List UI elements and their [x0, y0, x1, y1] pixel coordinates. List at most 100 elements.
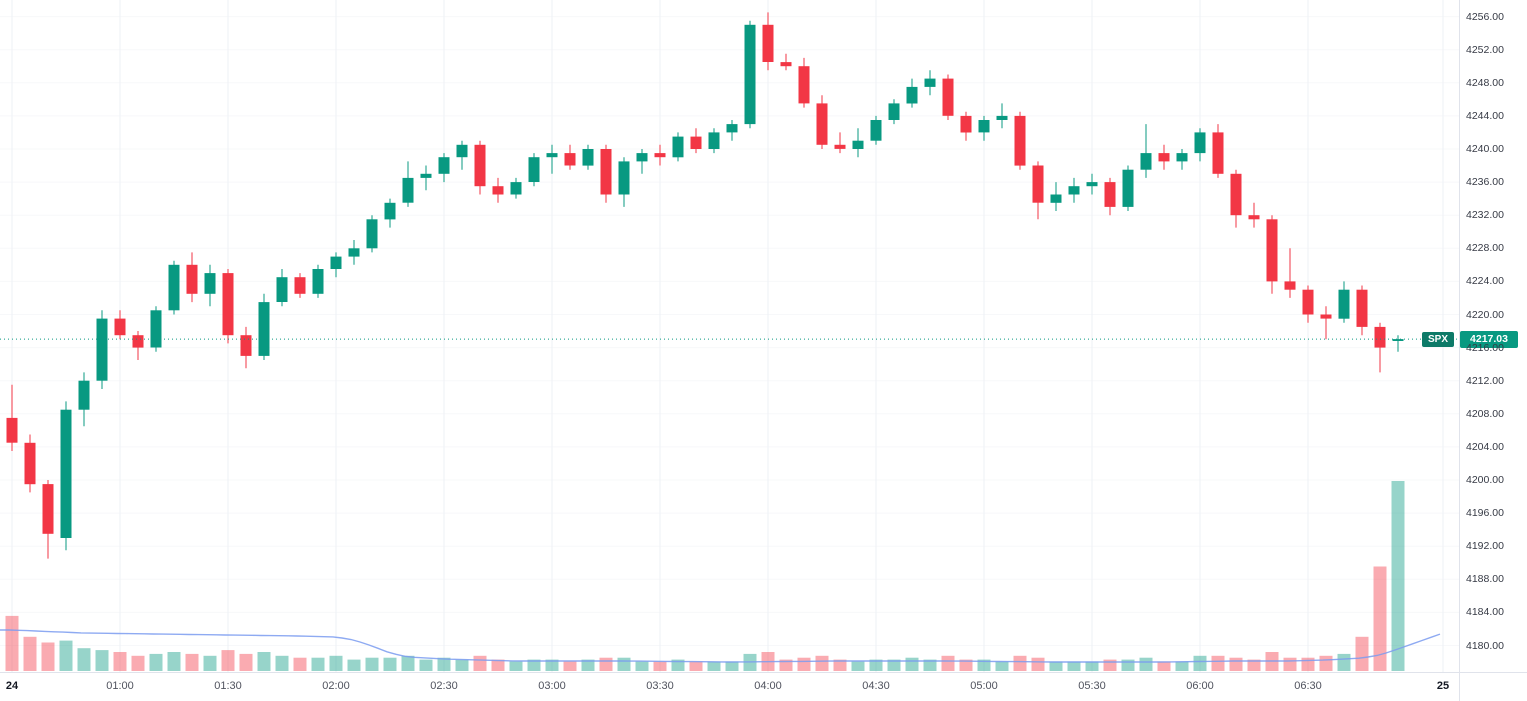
volume-bar: [1211, 655, 1225, 671]
volume-bar: [149, 653, 163, 671]
volume-bar: [905, 657, 919, 671]
candle: [780, 62, 792, 67]
candle: [528, 157, 540, 182]
candle: [582, 149, 594, 166]
volume-bar: [563, 661, 577, 671]
volume-bar: [473, 655, 487, 671]
volume-bar: [959, 659, 973, 671]
candle: [1140, 153, 1152, 170]
candle: [1248, 215, 1260, 220]
candle: [924, 78, 936, 87]
symbol-label: SPX: [1428, 333, 1449, 345]
candle: [186, 264, 198, 294]
price-tick-label: 4184.00: [1466, 606, 1504, 619]
candle: [564, 153, 576, 166]
price-tick-label: 4248.00: [1466, 76, 1504, 89]
volume-bar: [455, 659, 469, 671]
price-tick-label: 4212.00: [1466, 374, 1504, 387]
volume-bar: [347, 659, 361, 671]
candle: [78, 380, 90, 410]
volume-bar: [1247, 659, 1261, 671]
candle: [798, 66, 810, 104]
candle: [1320, 314, 1332, 319]
candle: [24, 442, 36, 485]
volume-bar: [1193, 655, 1207, 671]
price-tick-label: 4224.00: [1466, 275, 1504, 288]
candle: [168, 264, 180, 311]
volume-bar: [527, 659, 541, 671]
price-tick-label: 4232.00: [1466, 209, 1504, 222]
candle: [384, 202, 396, 220]
candle: [888, 103, 900, 120]
candlestick-chart[interactable]: [0, 0, 1459, 672]
candle: [258, 302, 270, 356]
time-tick-label: 05:00: [970, 680, 998, 692]
volume-bar: [1139, 657, 1153, 671]
volume-bar: [167, 652, 181, 671]
candle: [978, 120, 990, 133]
volume-bar: [815, 655, 829, 671]
volume-bar: [1013, 655, 1027, 671]
volume-bar: [1337, 653, 1351, 671]
volume-bar: [437, 657, 451, 671]
volume-bar: [689, 661, 703, 671]
price-tick-label: 4244.00: [1466, 109, 1504, 122]
candle: [150, 310, 162, 348]
candle: [1374, 326, 1386, 348]
volume-bar: [653, 661, 667, 671]
volume-bar: [797, 657, 811, 671]
time-tick-label: 05:30: [1078, 680, 1106, 692]
volume-bar: [113, 652, 127, 671]
volume-bar: [1049, 661, 1063, 671]
volume-bar: [923, 659, 937, 671]
volume-bar: [995, 661, 1009, 671]
candle: [1212, 132, 1224, 174]
candle: [348, 248, 360, 257]
time-tick-label: 02:30: [430, 680, 458, 692]
price-tick-label: 4196.00: [1466, 507, 1504, 520]
price-tick-label: 4216.00: [1466, 341, 1504, 354]
volume-bar: [1085, 661, 1099, 671]
candle: [1194, 132, 1206, 154]
volume-bar: [275, 655, 289, 671]
candle: [1284, 281, 1296, 290]
candle: [906, 86, 918, 104]
candle: [420, 173, 432, 178]
price-tick-label: 4252.00: [1466, 43, 1504, 56]
time-tick-label: 02:00: [322, 680, 350, 692]
volume-bar: [833, 659, 847, 671]
volume-bar: [1031, 657, 1045, 671]
candle: [996, 115, 1008, 120]
candle: [132, 335, 144, 348]
candle: [618, 161, 630, 195]
volume-bar: [131, 655, 145, 671]
volume-bar: [869, 659, 883, 671]
candle: [762, 24, 774, 62]
volume-bar: [509, 661, 523, 671]
candle: [402, 177, 414, 203]
candle: [60, 409, 72, 538]
candle: [672, 136, 684, 158]
candle: [42, 484, 54, 534]
price-tick-label: 4236.00: [1466, 176, 1504, 189]
price-chart-pane[interactable]: SPX: [0, 0, 1459, 672]
price-tick-label: 4200.00: [1466, 474, 1504, 486]
volume-bar: [77, 648, 91, 671]
volume-bar: [1157, 661, 1171, 671]
time-tick-label: 01:30: [214, 680, 242, 692]
volume-bar: [203, 655, 217, 671]
candle: [1338, 289, 1350, 319]
volume-bar: [59, 640, 73, 671]
price-axis[interactable]: 4217.03 4256.00 4252.00 4248.00 4244.00 4240…: [1459, 0, 1527, 672]
candle: [1266, 219, 1278, 282]
candle: [708, 132, 720, 149]
volume-bar: [23, 636, 37, 671]
time-tick-label-day: 25: [1436, 680, 1450, 692]
price-tick-label: 4192.00: [1466, 540, 1504, 553]
candle: [1302, 289, 1314, 315]
time-tick-label: 04:30: [862, 680, 890, 692]
time-tick-label-day: 24: [5, 680, 19, 692]
volume-bar: [383, 657, 397, 671]
time-axis[interactable]: 24 01:00 01:30 02:00 02:30 03:00 03:30 04:00 04:…: [0, 672, 1459, 701]
candle: [204, 273, 216, 294]
